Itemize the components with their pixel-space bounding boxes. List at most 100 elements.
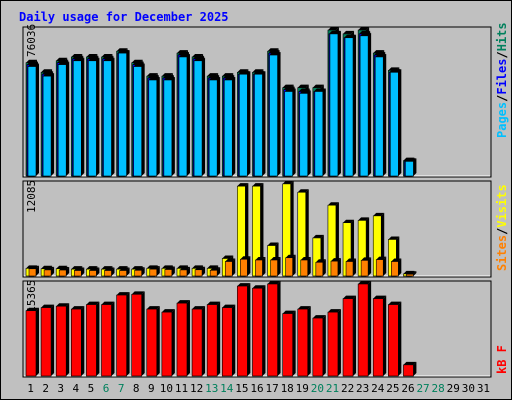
bar-kbytes-11-side [186, 300, 190, 376]
bar-sites-23-face [360, 260, 369, 277]
bar-sites-25 [391, 258, 402, 277]
bar-sites-17-side [277, 257, 281, 276]
bar-visits-21-side [335, 202, 339, 276]
bar-kbytes-10-top [161, 309, 175, 313]
bar-hits-23-top [358, 27, 370, 31]
bar-sites-15-top [240, 256, 251, 260]
bar-sites-22 [345, 258, 357, 277]
bar-kbytes-10-side [171, 309, 175, 376]
bar-kbytes-9-side [156, 306, 160, 376]
day-label-22: 22 [341, 382, 354, 395]
day-label-30: 30 [462, 382, 475, 395]
bar-kbytes-25-top [388, 301, 402, 305]
bar-pages-26-face [405, 161, 414, 177]
bar-visits-22-top [343, 219, 355, 223]
bar-sites-8-face [134, 269, 142, 277]
bar-pages-21-face [329, 33, 339, 177]
day-label-21: 21 [326, 382, 339, 395]
bar-pages-3 [57, 61, 70, 177]
legend-item-2-0: kB F [495, 345, 509, 374]
bar-pages-12-side [202, 57, 206, 177]
day-label-3: 3 [57, 382, 64, 395]
bar-visits-17-top [267, 242, 279, 246]
bar-kbytes-16-side [262, 285, 266, 376]
bar-kbytes-2-top [41, 304, 55, 308]
bar-pages-22-face [344, 37, 354, 177]
bar-pages-9 [148, 76, 160, 177]
bar-kbytes-16 [252, 285, 266, 377]
bar-kbytes-14 [221, 304, 236, 377]
bar-kbytes-26-side [413, 361, 417, 376]
bar-sites-1-side [36, 265, 39, 276]
bar-kbytes-18-top [282, 310, 296, 314]
bar-sites-26-top [406, 271, 417, 275]
bar-sites-9 [149, 266, 160, 277]
day-label-8: 8 [133, 382, 140, 395]
bar-sites-15 [240, 256, 251, 277]
bar-pages-4 [72, 57, 85, 177]
bar-pages-7-side [126, 50, 130, 177]
bar-pages-9-face [148, 79, 158, 177]
bar-sites-14-side [232, 258, 236, 276]
bar-sites-18-side [292, 254, 296, 276]
bar-pages-23-side [368, 32, 372, 176]
bar-pages-19-face [299, 93, 309, 177]
bar-kbytes-13-top [207, 301, 221, 305]
bar-pages-14-top [224, 76, 236, 80]
bar-sites-3-top [59, 267, 70, 271]
bar-pages-20 [314, 88, 326, 177]
bar-pages-17-side [277, 52, 281, 176]
bar-sites-16-top [255, 257, 266, 261]
bar-sites-24-top [376, 256, 387, 260]
bar-sites-19-side [307, 257, 311, 276]
legend-item-0-3: / [495, 51, 509, 58]
bar-sites-24-side [383, 256, 387, 276]
bar-kbytes-6-face [101, 304, 112, 377]
bar-kbytes-24 [372, 295, 387, 377]
bar-sites-23 [360, 257, 372, 277]
bar-kbytes-10-face [161, 311, 173, 377]
bar-kbytes-8-face [131, 294, 142, 377]
bar-kbytes-15-side [247, 283, 251, 376]
bar-visits-18-side [290, 180, 294, 276]
bar-pages-15-top [239, 71, 251, 75]
bar-visits-16-side [260, 183, 264, 276]
bar-kbytes-5-top [86, 301, 100, 305]
bar-kbytes-13 [206, 301, 221, 377]
bar-sites-12 [194, 266, 206, 277]
bar-pages-1-side [36, 63, 39, 176]
day-label-16: 16 [250, 382, 263, 395]
bar-sites-9-face [149, 268, 158, 277]
bar-pages-1 [27, 63, 39, 177]
bar-kbytes-11-face [176, 302, 188, 377]
bar-pages-13-top [209, 76, 221, 80]
bar-pages-22-top [345, 34, 357, 38]
bar-visits-24-top [373, 212, 385, 216]
bar-pages-5 [88, 57, 100, 177]
bar-pages-10-top [163, 76, 175, 80]
bar-sites-19-face [300, 259, 309, 277]
bar-kbytes-15-face [237, 285, 248, 377]
bar-pages-22 [344, 34, 357, 177]
bar-sites-3 [58, 267, 70, 277]
bar-sites-22-side [353, 258, 357, 276]
bar-pages-21 [329, 30, 341, 177]
bar-kbytes-3 [55, 303, 70, 377]
bar-kbytes-20-face [312, 317, 324, 377]
bar-kbytes-13-side [217, 301, 221, 376]
bar-kbytes-20-top [312, 315, 326, 319]
bar-sites-2-top [44, 266, 55, 270]
bar-pages-8 [133, 63, 145, 177]
bar-sites-8-side [141, 267, 145, 276]
day-label-5: 5 [88, 382, 95, 395]
bar-pages-11 [178, 53, 190, 177]
bar-visits-21-top [327, 202, 339, 206]
bar-sites-19-top [300, 257, 311, 261]
bar-kbytes-21-top [327, 309, 341, 313]
bar-kbytes-8 [131, 291, 145, 377]
bar-kbytes-17 [267, 281, 281, 377]
bar-sites-12-side [202, 266, 206, 276]
bar-sites-26 [406, 271, 417, 277]
bar-sites-21-top [330, 258, 341, 262]
